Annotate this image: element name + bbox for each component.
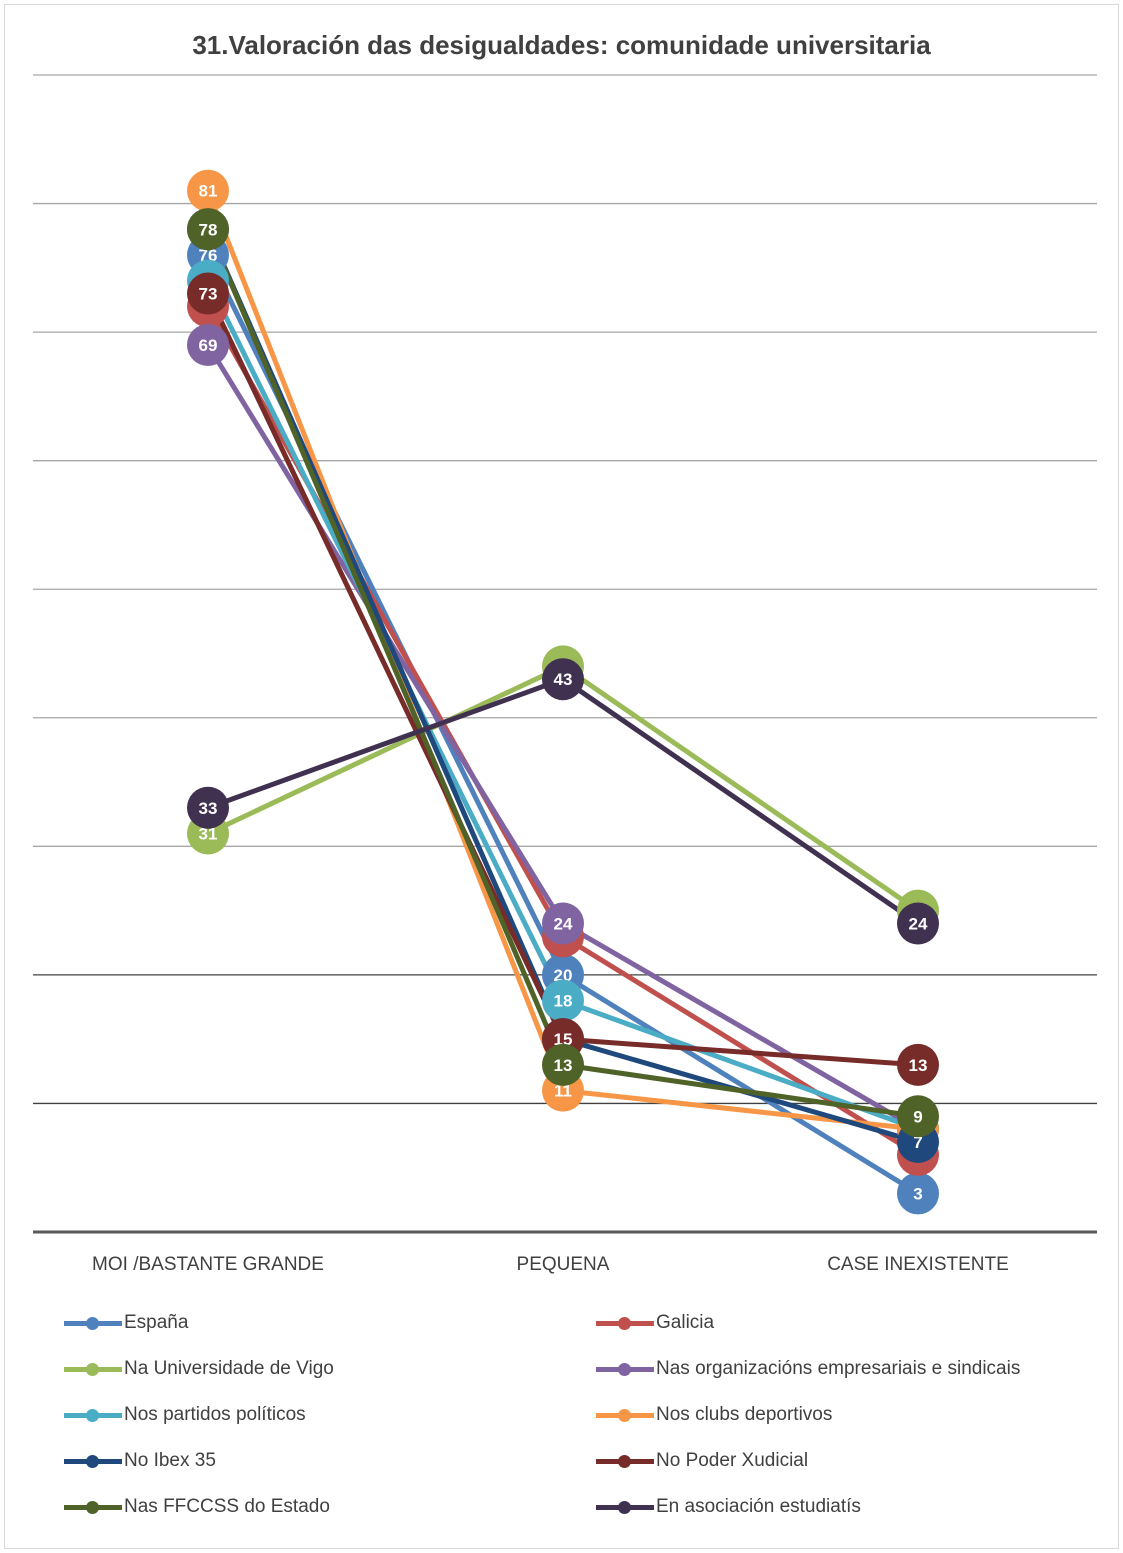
- data-label-7-0: 73: [199, 285, 218, 304]
- data-label-8-2: 9: [913, 1107, 922, 1126]
- data-point-8-2: [897, 1095, 939, 1138]
- data-point-5-0: [187, 169, 229, 212]
- legend-item-4: Nos partidos políticos: [64, 1400, 306, 1430]
- legend-item-6: No Ibex 35: [64, 1446, 216, 1476]
- data-point-7-0: [187, 272, 229, 315]
- chart-frame: [4, 4, 1119, 1549]
- legend-label: Nas organizacións empresariais e sindica…: [656, 1358, 1021, 1379]
- legend-label: Na Universidade de Vigo: [124, 1358, 334, 1379]
- legend-label: Nas FFCCSS do Estado: [124, 1496, 330, 1517]
- legend-label: En asociación estudiatís: [656, 1496, 861, 1517]
- data-label-0-0: 76: [199, 246, 218, 265]
- data-point-3-1: [542, 902, 584, 945]
- legend-item-5: Nos clubs deportivos: [596, 1400, 832, 1430]
- data-label-7-1: 15: [554, 1030, 573, 1049]
- legend-item-9: En asociación estudiatís: [596, 1492, 861, 1522]
- data-point-8-1: [542, 1043, 584, 1086]
- data-point-9-2: [897, 902, 939, 945]
- legend-label: No Ibex 35: [124, 1450, 216, 1471]
- data-point-0-2: [897, 1172, 939, 1215]
- legend-swatch: [64, 1400, 122, 1430]
- legend-swatch: [596, 1308, 654, 1338]
- category-label-2: CASE INEXISTENTE: [827, 1254, 1009, 1275]
- data-point-8-0: [187, 208, 229, 251]
- data-label-5-1: 11: [554, 1082, 572, 1101]
- legend-item-3: Nas organizacións empresariais e sindica…: [596, 1354, 1020, 1384]
- chart-title: 31.Valoración das desigualdades: comunid…: [192, 30, 931, 60]
- legend-swatch: [64, 1308, 122, 1338]
- legend-label: España: [124, 1312, 189, 1333]
- data-label-6-2: 7: [913, 1133, 922, 1152]
- data-label-0-2: 3: [913, 1184, 922, 1203]
- data-label-3-1: 24: [554, 914, 573, 933]
- data-label-9-0: 33: [199, 799, 218, 818]
- legend-swatch: [596, 1492, 654, 1522]
- legend-item-2: Na Universidade de Vigo: [64, 1354, 334, 1384]
- legend-label: Nos clubs deportivos: [656, 1404, 833, 1425]
- data-point-9-0: [187, 786, 229, 829]
- data-label-5-0: 81: [199, 182, 218, 201]
- series-line-2: [205, 663, 921, 914]
- data-point-4-1: [542, 979, 584, 1022]
- legend-item-0: España: [64, 1308, 188, 1338]
- category-label-0: MOI /BASTANTE GRANDE: [92, 1254, 324, 1275]
- legend-swatch: [64, 1354, 122, 1384]
- data-label-7-2: 13: [909, 1056, 928, 1075]
- legend-label: Galicia: [656, 1312, 715, 1333]
- data-label-4-1: 18: [554, 992, 573, 1011]
- legend-item-8: Nas FFCCSS do Estado: [64, 1492, 330, 1522]
- legend-item-1: Galicia: [596, 1308, 714, 1338]
- legend-swatch: [64, 1492, 122, 1522]
- data-label-2-0: 31: [199, 824, 218, 843]
- series-line-9: [205, 676, 921, 926]
- data-label-8-0: 78: [199, 220, 218, 239]
- data-label-3-0: 69: [199, 336, 218, 355]
- data-label-0-1: 20: [554, 966, 573, 985]
- data-label-8-1: 13: [554, 1056, 573, 1075]
- legend-item-7: No Poder Xudicial: [596, 1446, 808, 1476]
- data-point-7-2: [897, 1043, 939, 1086]
- data-label-9-1: 43: [554, 670, 573, 689]
- legend-label: Nos partidos políticos: [124, 1404, 306, 1425]
- legend-label: No Poder Xudicial: [656, 1450, 809, 1471]
- legend-swatch: [596, 1354, 654, 1384]
- data-point-3-0: [187, 323, 229, 366]
- category-label-1: PEQUENA: [516, 1254, 610, 1275]
- legend-swatch: [596, 1446, 654, 1476]
- data-point-9-1: [542, 658, 584, 701]
- legend-swatch: [64, 1446, 122, 1476]
- data-label-9-2: 24: [909, 914, 928, 933]
- legend-swatch: [596, 1400, 654, 1430]
